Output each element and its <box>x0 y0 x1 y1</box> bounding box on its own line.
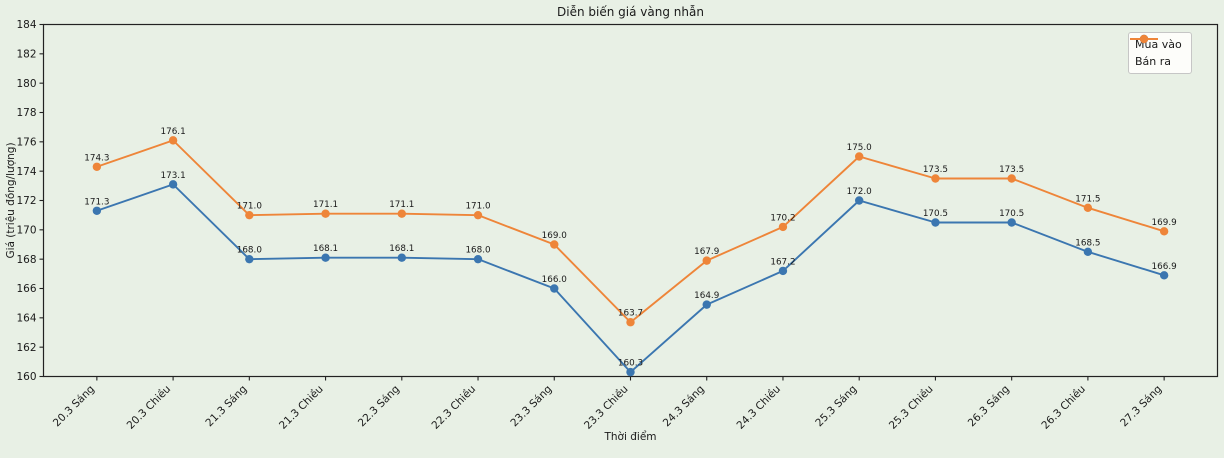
data-point-marker-mua-vao <box>397 253 406 262</box>
y-tick-label: 176 <box>16 137 36 149</box>
data-point-label-ban-ra: 170.2 <box>770 213 795 223</box>
data-point-marker-mua-vao <box>473 254 483 264</box>
x-tick-label: 24.3 Sáng <box>661 383 707 429</box>
data-point-marker-ban-ra <box>473 210 483 220</box>
y-tick-label: 160 <box>16 371 36 383</box>
legend-line-sample <box>1130 34 1158 44</box>
legend-entry-ban-ra: Bán ra <box>1130 34 1182 69</box>
x-tick-label: 25.3 Chiều <box>887 383 936 432</box>
y-tick-label: 162 <box>16 342 36 354</box>
legend-sample-marker <box>1139 34 1149 44</box>
data-point-label-mua-vao: 171.3 <box>84 197 109 207</box>
y-axis-label: Giá (triệu đồng/lượng) <box>5 142 17 258</box>
data-point-label-mua-vao: 170.5 <box>923 209 948 219</box>
data-point-marker-mua-vao <box>1159 271 1169 280</box>
data-point-marker-mua-vao <box>855 196 864 205</box>
y-tick-label: 166 <box>16 283 36 295</box>
data-point-label-mua-vao: 168.0 <box>465 246 491 256</box>
x-tick-label: 20.3 Sáng <box>51 383 97 429</box>
data-point-label-ban-ra: 163.7 <box>618 309 643 319</box>
data-point-label-ban-ra: 171.0 <box>237 202 263 212</box>
data-point-label-ban-ra: 171.1 <box>313 200 338 210</box>
data-point-label-ban-ra: 174.3 <box>84 153 109 163</box>
data-point-label-mua-vao: 173.1 <box>161 171 186 181</box>
data-point-marker-ban-ra <box>1083 203 1093 213</box>
y-tick-label: 180 <box>16 78 36 90</box>
data-point-marker-mua-vao <box>1007 218 1016 227</box>
y-tick-label: 168 <box>16 254 36 266</box>
y-tick-label: 174 <box>16 166 36 178</box>
chart-title: Diễn biến giá vàng nhẫn <box>557 5 704 19</box>
data-point-label-mua-vao: 166.0 <box>542 275 568 285</box>
data-point-label-ban-ra: 171.5 <box>1075 194 1100 204</box>
data-point-marker-ban-ra <box>321 209 330 218</box>
data-point-label-mua-vao: 168.1 <box>389 244 414 254</box>
x-tick-label: 20.3 Chiều <box>125 383 174 432</box>
data-point-label-ban-ra: 171.1 <box>389 200 414 210</box>
data-point-label-mua-vao: 168.5 <box>1075 238 1100 248</box>
y-tick-label: 184 <box>16 19 36 31</box>
data-point-label-ban-ra: 173.5 <box>923 165 948 175</box>
data-point-marker-mua-vao <box>245 254 254 264</box>
data-point-marker-mua-vao <box>92 206 102 215</box>
data-point-label-mua-vao: 168.1 <box>313 244 338 254</box>
x-tick-label: 21.3 Sáng <box>203 383 249 429</box>
data-point-marker-ban-ra <box>550 240 559 249</box>
data-point-marker-ban-ra <box>1007 174 1016 183</box>
data-point-label-ban-ra: 175.0 <box>847 143 873 153</box>
data-point-label-ban-ra: 169.0 <box>542 231 568 241</box>
data-point-marker-mua-vao <box>626 367 635 377</box>
legend: Mua vào Bán ra <box>1128 32 1192 74</box>
y-tick-label: 164 <box>16 313 36 325</box>
y-tick-label: 178 <box>16 107 36 119</box>
data-point-label-ban-ra: 169.9 <box>1152 218 1177 228</box>
data-point-marker-ban-ra <box>778 222 788 232</box>
data-point-label-mua-vao: 167.2 <box>770 257 795 267</box>
data-point-label-mua-vao: 168.0 <box>237 246 263 256</box>
data-point-label-ban-ra: 171.0 <box>465 202 491 212</box>
x-tick-label: 23.3 Sáng <box>508 383 554 429</box>
data-point-label-mua-vao: 172.0 <box>847 187 873 197</box>
data-point-marker-ban-ra <box>1159 227 1169 236</box>
data-point-label-mua-vao: 170.5 <box>999 209 1024 219</box>
data-point-marker-mua-vao <box>702 300 711 309</box>
x-tick-label: 26.3 Chiều <box>1039 383 1088 432</box>
data-point-marker-mua-vao <box>550 284 559 293</box>
data-point-label-mua-vao: 166.9 <box>1152 262 1177 272</box>
data-point-label-ban-ra: 167.9 <box>694 247 719 257</box>
data-point-marker-ban-ra <box>168 136 178 145</box>
data-point-marker-mua-vao <box>1083 247 1093 257</box>
x-tick-label: 24.3 Chiều <box>734 383 783 432</box>
data-point-marker-mua-vao <box>168 180 178 189</box>
y-tick-label: 182 <box>16 49 36 61</box>
x-tick-label: 25.3 Sáng <box>813 383 859 429</box>
x-tick-label: 23.3 Chiều <box>582 383 631 432</box>
data-point-marker-ban-ra <box>626 318 635 327</box>
x-tick-label: 22.3 Sáng <box>356 383 402 429</box>
y-tick-label: 170 <box>16 225 36 237</box>
data-point-marker-ban-ra <box>245 210 254 220</box>
data-point-marker-ban-ra <box>702 256 711 265</box>
data-point-marker-ban-ra <box>855 152 864 161</box>
data-point-label-ban-ra: 173.5 <box>999 165 1024 175</box>
data-point-label-mua-vao: 160.3 <box>618 359 643 369</box>
x-tick-label: 22.3 Chiều <box>430 383 479 432</box>
data-point-marker-mua-vao <box>931 218 940 227</box>
data-point-label-mua-vao: 164.9 <box>694 291 719 301</box>
data-point-marker-mua-vao <box>321 253 330 262</box>
legend-label: Bán ra <box>1135 55 1172 68</box>
x-tick-label: 27.3 Sáng <box>1118 383 1164 429</box>
data-point-marker-ban-ra <box>397 209 406 218</box>
data-point-marker-mua-vao <box>778 266 788 276</box>
data-point-label-ban-ra: 176.1 <box>161 127 186 137</box>
data-point-marker-ban-ra <box>931 174 940 183</box>
x-tick-label: 21.3 Chiều <box>277 383 326 432</box>
y-tick-label: 172 <box>16 195 36 207</box>
x-axis-label: Thời điểm <box>604 431 657 443</box>
x-tick-label: 26.3 Sáng <box>966 383 1012 429</box>
data-point-marker-ban-ra <box>92 162 102 171</box>
